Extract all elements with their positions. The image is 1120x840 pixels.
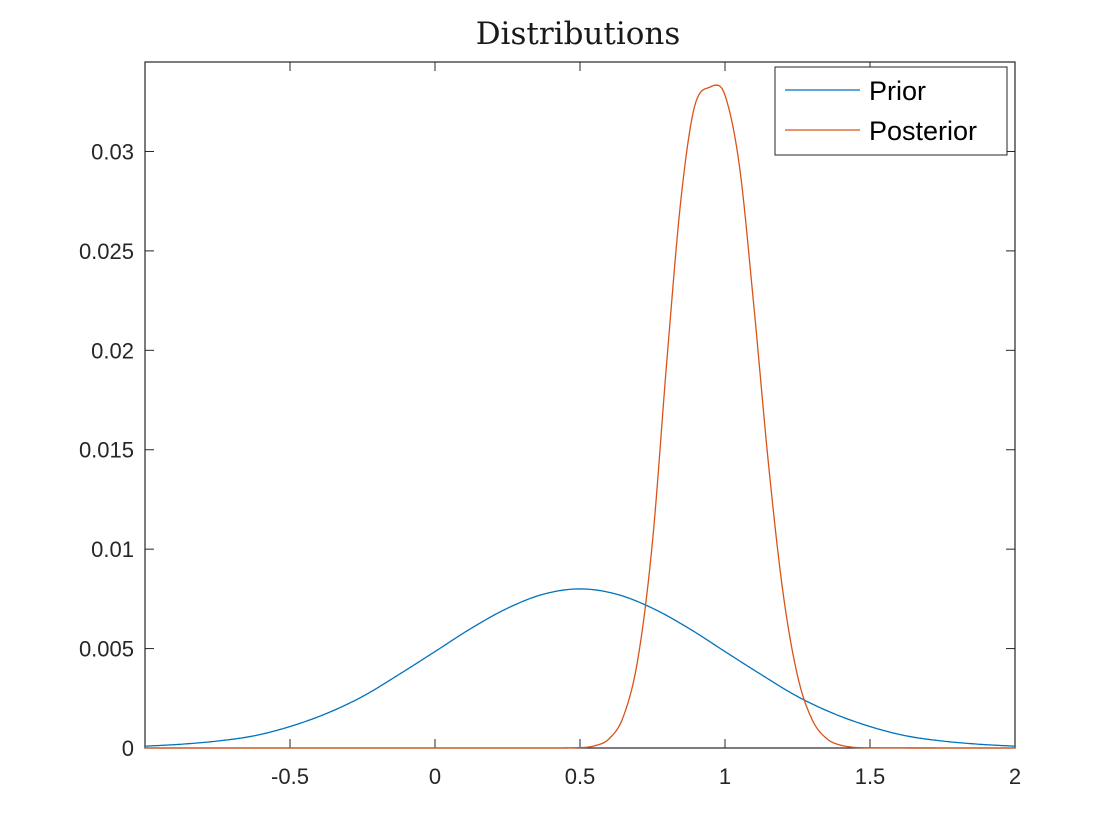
legend: Prior Posterior [774, 66, 1008, 156]
series-line-posterior [145, 84, 1015, 749]
series-line-prior [144, 588, 1016, 747]
x-tick-label: 0.5 [565, 764, 596, 789]
x-tick-label: 0 [429, 764, 441, 789]
y-tick-label: 0.01 [91, 537, 134, 562]
x-tick-label: 1 [719, 764, 731, 789]
axis-ticks: -0.5 0 0.5 1 1.5 2 0 0.005 0.01 0.015 0.02 0.025 0.0… [79, 62, 1021, 789]
y-tick-label: 0.015 [79, 438, 134, 463]
chart-title: Distributions [476, 16, 681, 52]
legend-label: Posterior [869, 116, 977, 146]
legend-label: Prior [869, 76, 926, 106]
y-tick-label: 0.02 [91, 338, 134, 363]
x-tick-label: 2 [1009, 764, 1021, 789]
x-tick-label: 1.5 [855, 764, 886, 789]
plot-area [144, 61, 1016, 749]
y-tick-label: 0.025 [79, 239, 134, 264]
y-tick-label: 0.005 [79, 637, 134, 662]
y-tick-label: 0.03 [91, 139, 134, 164]
y-tick-label: 0 [122, 736, 134, 761]
legend-box [774, 66, 1008, 156]
x-tick-label: -0.5 [271, 764, 309, 789]
series-lines [144, 84, 1016, 749]
